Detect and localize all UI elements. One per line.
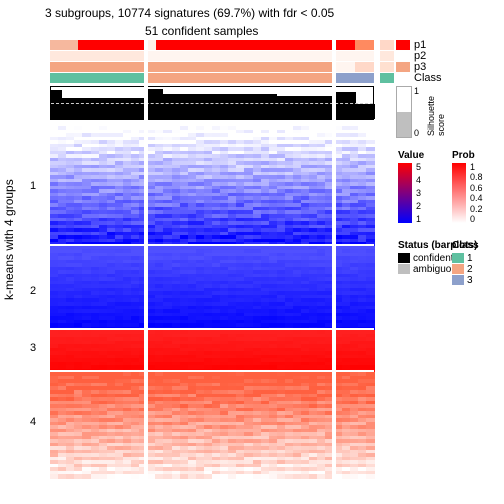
anno-Class [50,73,374,83]
legend-silhouette-label: Silhouette score [426,96,446,136]
anno-p2 [50,51,374,61]
y-axis-label: k-means with 4 groups [2,179,16,300]
anno-legend-chip [380,62,394,72]
title-main: 3 subgroups, 10774 signatures (69.7%) wi… [45,6,334,20]
silhouette-barplot [50,86,374,120]
legend-class: Class123 [452,240,479,286]
kgroup-label: 1 [30,180,36,192]
heatmap [50,126,374,478]
title-sub: 51 confident samples [145,24,258,38]
anno-legend-chip [380,40,394,50]
anno-legend-chip [396,40,410,50]
kgroup-label: 3 [30,342,36,354]
legend-silhouette: 10Silhouette score [396,86,414,138]
legend-prob: Prob10.80.60.40.20 [452,150,488,223]
anno-p3 [50,62,374,72]
anno-legend-chip [380,73,394,83]
anno-p1 [50,40,374,50]
kgroup-label: 4 [30,416,36,428]
legend-value: Value54321 [398,150,434,223]
anno-legend-chip [396,62,410,72]
anno-legend-chip [380,51,394,61]
kgroup-label: 2 [30,285,36,297]
